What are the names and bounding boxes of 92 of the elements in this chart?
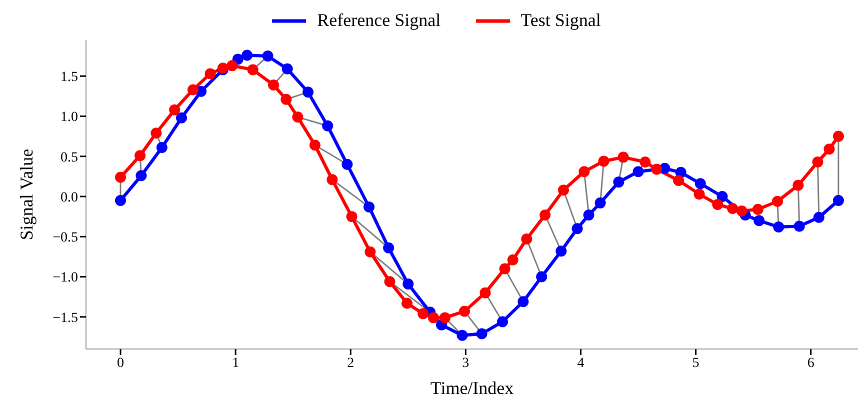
point bbox=[556, 246, 567, 257]
point bbox=[384, 276, 396, 288]
y-axis-title: Signal Value bbox=[16, 148, 36, 240]
point bbox=[204, 68, 216, 80]
x-tick-label: 2 bbox=[347, 356, 354, 371]
y-tick-label: 0.0 bbox=[60, 190, 78, 206]
point bbox=[540, 209, 551, 220]
point bbox=[342, 158, 353, 170]
y-tick-label: 1.5 bbox=[60, 70, 78, 86]
x-tick-label: 5 bbox=[692, 356, 700, 371]
y-tick-label: −1.0 bbox=[52, 270, 78, 286]
x-tick-label: 3 bbox=[462, 356, 470, 371]
point bbox=[618, 152, 629, 163]
point bbox=[716, 191, 728, 202]
point bbox=[752, 204, 764, 215]
point bbox=[156, 142, 168, 154]
point bbox=[292, 112, 304, 123]
point bbox=[673, 174, 684, 186]
point bbox=[507, 254, 518, 266]
point bbox=[794, 220, 805, 232]
point bbox=[651, 164, 662, 175]
point bbox=[813, 212, 824, 223]
point bbox=[134, 150, 146, 162]
point bbox=[176, 112, 187, 124]
point bbox=[115, 172, 126, 183]
point bbox=[773, 222, 784, 233]
point bbox=[418, 308, 429, 320]
point bbox=[499, 263, 510, 274]
point bbox=[346, 211, 358, 222]
point bbox=[268, 79, 280, 90]
point bbox=[536, 271, 548, 282]
point bbox=[812, 156, 824, 168]
point bbox=[558, 184, 569, 196]
point bbox=[115, 195, 126, 206]
point bbox=[832, 130, 844, 142]
point bbox=[496, 316, 508, 328]
point bbox=[439, 312, 450, 324]
point bbox=[613, 176, 624, 188]
point bbox=[242, 50, 253, 61]
point bbox=[754, 215, 765, 226]
x-tick-label: 4 bbox=[577, 356, 584, 371]
point bbox=[736, 205, 748, 216]
point bbox=[456, 330, 468, 341]
legend-label: Test Signal bbox=[520, 10, 601, 31]
point bbox=[247, 64, 258, 76]
x-axis-title: Time/Index bbox=[430, 378, 514, 398]
point bbox=[792, 180, 804, 191]
x-tick-label: 0 bbox=[117, 356, 124, 371]
point bbox=[326, 174, 338, 186]
y-tick-label: 0.5 bbox=[60, 150, 78, 166]
point bbox=[401, 298, 412, 309]
point bbox=[302, 86, 314, 98]
legend-label: Reference Signal bbox=[317, 10, 441, 31]
point bbox=[150, 128, 162, 139]
point bbox=[727, 203, 738, 214]
point bbox=[578, 166, 590, 178]
point bbox=[136, 170, 147, 182]
point bbox=[280, 94, 292, 105]
point bbox=[480, 287, 491, 298]
x-tick-label: 1 bbox=[232, 356, 240, 371]
point bbox=[322, 120, 334, 132]
y-tick-label: 1.0 bbox=[60, 110, 78, 126]
point bbox=[188, 84, 198, 96]
point bbox=[632, 166, 644, 178]
point bbox=[169, 104, 180, 116]
point bbox=[402, 278, 414, 290]
point bbox=[383, 242, 394, 254]
point bbox=[694, 178, 706, 190]
y-tick-label: −1.5 bbox=[52, 310, 78, 326]
point bbox=[598, 156, 610, 167]
point bbox=[518, 296, 529, 308]
point bbox=[772, 196, 783, 207]
point bbox=[226, 60, 238, 72]
point bbox=[282, 63, 293, 74]
y-tick-label: −0.5 bbox=[52, 230, 78, 246]
point bbox=[309, 140, 320, 151]
point bbox=[640, 156, 651, 168]
point bbox=[712, 199, 724, 210]
point bbox=[521, 234, 532, 245]
x-tick-label: 6 bbox=[807, 356, 814, 371]
point bbox=[459, 306, 470, 317]
point bbox=[583, 209, 594, 220]
point bbox=[832, 195, 844, 206]
point bbox=[824, 144, 835, 155]
point bbox=[364, 201, 375, 212]
point bbox=[262, 50, 274, 62]
point bbox=[364, 246, 376, 258]
point bbox=[572, 223, 583, 234]
point bbox=[476, 328, 488, 340]
point bbox=[594, 197, 606, 208]
point bbox=[694, 188, 705, 200]
point bbox=[428, 312, 439, 324]
